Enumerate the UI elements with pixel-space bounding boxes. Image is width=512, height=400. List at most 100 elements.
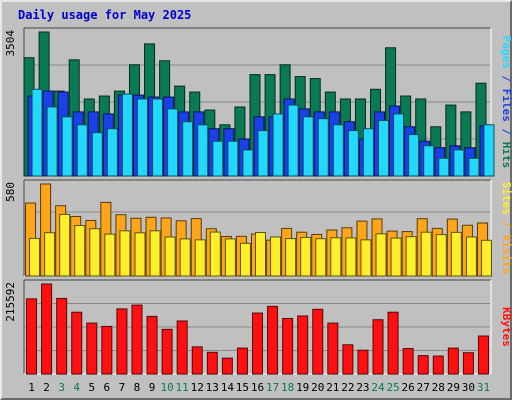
bar-kbytes (86, 322, 98, 375)
series-legend: KBytes (500, 307, 512, 347)
bar-pages (136, 98, 148, 177)
bar-sites (209, 231, 221, 277)
tick-label-day: 21 (326, 381, 339, 394)
bar-sites (375, 233, 387, 277)
bar-pages (347, 130, 359, 177)
bar-kbytes (477, 335, 489, 375)
tick-label-day: 4 (73, 381, 80, 394)
bar-kbytes (312, 308, 324, 375)
tick-label-day: 19 (296, 381, 309, 394)
bar-kbytes (221, 357, 233, 375)
bar-sites (194, 239, 206, 277)
bar-pages (378, 120, 390, 177)
bar-sites (315, 238, 327, 277)
tick-label-day: 25 (386, 381, 399, 394)
bar-pages (423, 145, 435, 177)
bar-pages (242, 149, 254, 177)
tick-label-day: 30 (462, 381, 475, 394)
bar-kbytes (71, 311, 83, 375)
bar-sites (345, 237, 357, 277)
bar-sites (330, 237, 342, 277)
legend-files: Files (500, 89, 512, 122)
tick-label-day: 16 (251, 381, 264, 394)
tick-label-day: 5 (88, 381, 95, 394)
y-max-label: 215592 (4, 282, 17, 322)
tick-label-day: 23 (356, 381, 369, 394)
tick-label-day: 31 (477, 381, 490, 394)
tick-label-day: 22 (341, 381, 354, 394)
tick-label-day: 3 (58, 381, 65, 394)
legend-hits: Hits (500, 142, 512, 169)
bar-sites (224, 238, 236, 277)
bar-kbytes (282, 317, 294, 375)
bar-pages (317, 118, 329, 177)
bar-kbytes (131, 304, 143, 375)
bar-kbytes (462, 352, 474, 375)
bar-pages (227, 140, 239, 177)
tick-label-day: 11 (176, 381, 189, 394)
bar-pages (438, 157, 450, 177)
tick-label-day: 26 (402, 381, 415, 394)
bar-sites (59, 213, 71, 277)
legend-pages: Pages (500, 36, 512, 69)
bar-pages (408, 134, 420, 177)
bar-kbytes (327, 322, 339, 375)
bar-pages (76, 124, 88, 177)
bar-pages (197, 124, 209, 177)
bar-kbytes (176, 320, 188, 375)
bar-sites (119, 230, 131, 277)
tick-label-day: 17 (266, 381, 279, 394)
tick-label-day: 7 (119, 381, 126, 394)
bar-kbytes (432, 355, 444, 375)
bar-sites (29, 237, 41, 277)
tick-label-day: 8 (134, 381, 141, 394)
bar-kbytes (402, 348, 414, 375)
legend-separator: / (500, 215, 512, 235)
bar-sites (255, 232, 266, 277)
bar-pages (61, 116, 73, 177)
bar-sites (405, 236, 417, 277)
bar-kbytes (447, 347, 459, 375)
legend-separator: / (500, 122, 512, 142)
series-legend: Pages / Files / Hits (500, 36, 512, 169)
bar-pages (91, 132, 103, 177)
bar-pages (167, 108, 179, 177)
tick-label-day: 27 (417, 381, 430, 394)
bar-pages (302, 116, 314, 177)
bar-kbytes (146, 315, 158, 375)
bar-pages (121, 93, 133, 177)
bar-kbytes (101, 325, 113, 375)
bar-sites (390, 237, 402, 277)
tick-label-day: 9 (149, 381, 156, 394)
bar-kbytes (372, 319, 384, 375)
bar-kbytes (56, 297, 68, 375)
bar-pages (257, 130, 269, 177)
bar-sites (420, 231, 432, 277)
bar-sites (270, 236, 282, 277)
bar-pages (483, 124, 495, 177)
chart-title: Daily usage for May 2025 (18, 8, 192, 22)
bar-pages (182, 121, 194, 177)
bar-sites (285, 238, 297, 277)
bar-pages (272, 113, 284, 177)
bar-sites (44, 232, 56, 277)
bar-kbytes (41, 283, 53, 375)
bar-sites (480, 239, 492, 277)
bar-kbytes (387, 311, 399, 375)
bar-pages (453, 149, 465, 177)
bar-pages (46, 106, 58, 177)
bar-sites (74, 225, 86, 277)
bar-sites (435, 234, 447, 277)
tick-label-day: 12 (191, 381, 204, 394)
tick-label-day: 28 (432, 381, 445, 394)
tick-label-day: 13 (206, 381, 219, 394)
tick-label-day: 18 (281, 381, 294, 394)
bar-kbytes (191, 346, 203, 375)
bar-sites (164, 236, 176, 277)
bar-sites (360, 239, 372, 277)
bar-sites (465, 236, 477, 277)
bar-pages (152, 98, 164, 177)
tick-label-day: 1 (28, 381, 35, 394)
bar-kbytes (342, 344, 354, 375)
